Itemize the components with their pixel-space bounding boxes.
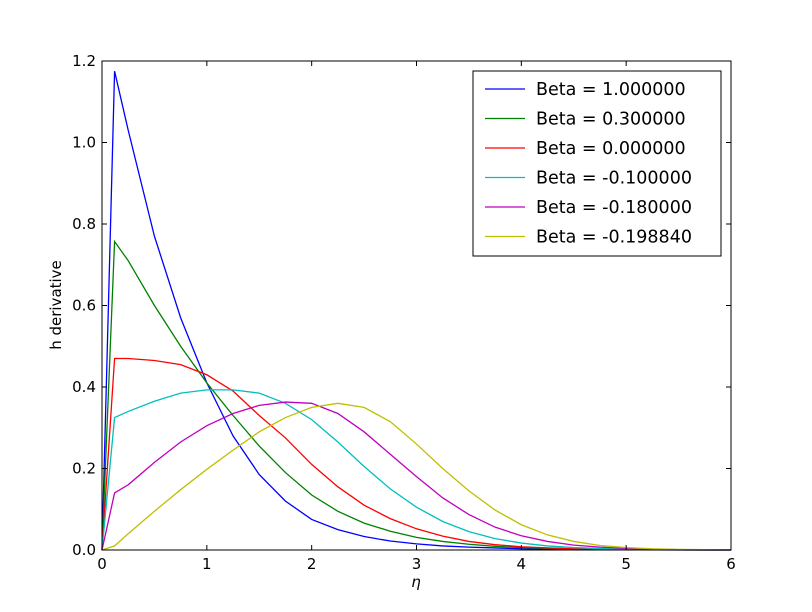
x-tick-label: 4 <box>517 555 527 573</box>
series-line-6 <box>101 402 732 551</box>
series-line-4 <box>101 389 732 551</box>
legend-box <box>472 70 722 257</box>
x-tick-label: 6 <box>726 555 736 573</box>
legend-label-5: Beta = -0.180000 <box>536 198 692 218</box>
x-tick-label: 2 <box>307 555 317 573</box>
y-axis-label: h derivative <box>47 260 65 350</box>
x-tick-label: 3 <box>412 555 422 573</box>
series-line-5 <box>101 401 732 551</box>
ticks-layer: 0 1 2 3 4 5 6 0.0 0.2 0.4 0.6 0.8 1.0 1.2 <box>72 52 736 573</box>
legend-label-4: Beta = -0.100000 <box>536 169 692 189</box>
y-tick-label: 0.4 <box>72 378 96 396</box>
legend: Beta = 1.000000 Beta = 0.300000 Beta = 0.0… <box>472 70 722 257</box>
y-tick-label: 0.8 <box>72 215 96 233</box>
legend-label-6: Beta = -0.198840 <box>536 228 692 248</box>
legend-label-3: Beta = 0.000000 <box>536 139 686 159</box>
x-axis-label: η <box>411 573 421 591</box>
y-tick-label: 1.0 <box>72 134 96 152</box>
y-tick-label: 1.2 <box>72 52 96 70</box>
x-tick-label: 5 <box>621 555 631 573</box>
y-tick-label: 0.0 <box>72 541 96 559</box>
x-tick-label: 0 <box>97 555 107 573</box>
y-tick-label: 0.2 <box>72 460 96 478</box>
x-tick-label: 1 <box>202 555 212 573</box>
y-tick-label: 0.6 <box>72 297 96 315</box>
legend-label-2: Beta = 0.300000 <box>536 110 686 130</box>
legend-label-1: Beta = 1.000000 <box>536 80 686 100</box>
